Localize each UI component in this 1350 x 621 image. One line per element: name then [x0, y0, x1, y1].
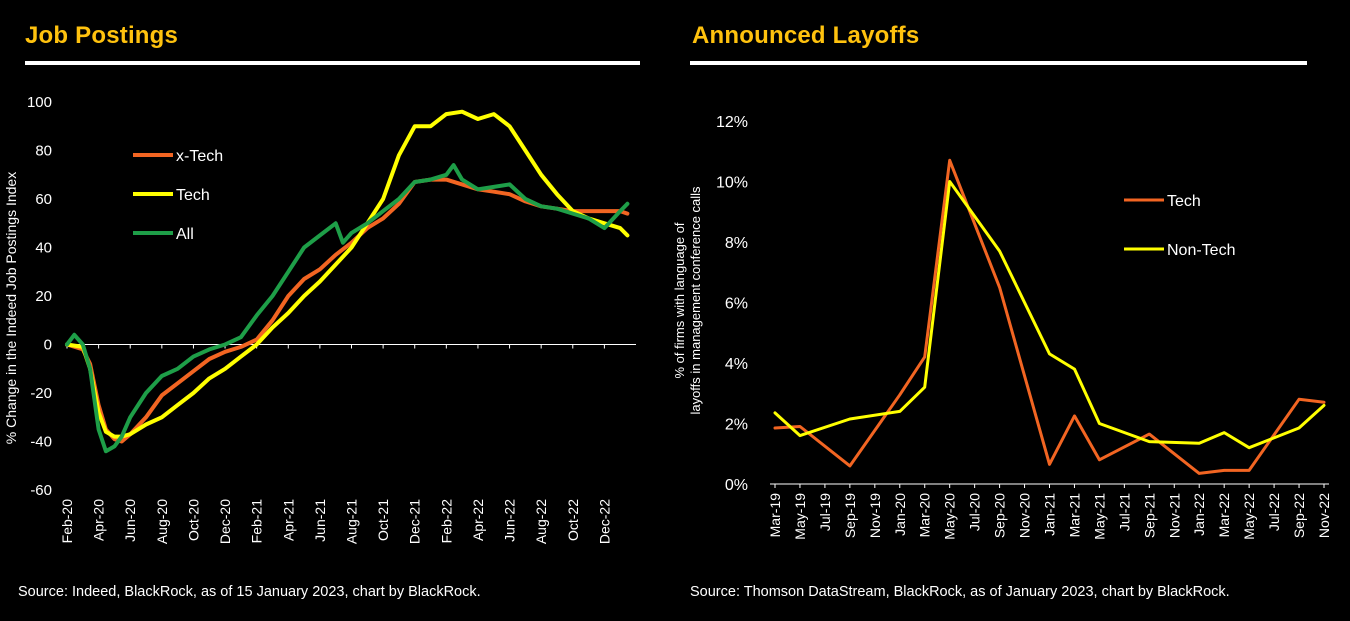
x-tick-label: Apr-20 — [91, 499, 107, 541]
x-tick-label: Sep-19 — [842, 493, 858, 538]
y-tick-label: -40 — [30, 434, 52, 451]
x-tick-label: May-22 — [1241, 493, 1257, 540]
x-tick-label: Apr-21 — [280, 499, 296, 541]
x-tick-label: Dec-21 — [407, 499, 423, 544]
series-line-non-tech — [773, 180, 1326, 450]
left-title-rule — [25, 61, 640, 65]
x-tick-label: Oct-22 — [565, 499, 581, 541]
y-tick-label: 10% — [716, 175, 748, 192]
y-tick-label: 20 — [35, 288, 52, 305]
y-axis-label-line-1: % of firms with language of — [672, 222, 687, 378]
x-tick-label: Feb-20 — [59, 499, 75, 544]
x-tick-label: Jul-19 — [817, 493, 833, 531]
x-tick-label: Jul-22 — [1266, 493, 1282, 531]
y-tick-label: 2% — [725, 417, 748, 434]
x-tick-label: May-21 — [1091, 493, 1107, 540]
right-source-note: Source: Thomson DataStream, BlackRock, a… — [690, 584, 1230, 600]
x-tick-label: Nov-22 — [1316, 493, 1332, 538]
y-tick-label: 8% — [725, 235, 748, 252]
job-postings-chart: -60 -40 -20 0 20 40 60 80 100 % Change in the Ind… — [3, 94, 636, 544]
y-tick-label: 4% — [725, 356, 748, 373]
y-tick-label: -60 — [30, 482, 52, 499]
y-tick-label: 0 — [44, 337, 52, 354]
x-tick-label: Jan-20 — [892, 493, 908, 536]
x-tick-label: Jul-20 — [967, 493, 983, 531]
x-tick-label: Sep-20 — [992, 493, 1008, 538]
y-tick-label: 80 — [35, 143, 52, 160]
x-tick-label: Dec-20 — [217, 499, 233, 544]
x-tick-label: Sep-22 — [1291, 493, 1307, 538]
announced-layoffs-chart: 0% 2% 4% 6% 8% 10% 12% % of firms with language… — [672, 114, 1332, 540]
y-axis-label-line-2: layoffs in management conference calls — [688, 186, 703, 415]
x-tick-label: Jun-21 — [312, 499, 328, 542]
left-source-note: Source: Indeed, BlackRock, as of 15 Janu… — [18, 584, 481, 600]
legend-label-non-tech: Non-Tech — [1167, 242, 1235, 259]
x-tick-label: May-19 — [792, 493, 808, 540]
y-tick-label: 40 — [35, 240, 52, 257]
y-axis-label: % Change in the Indeed Job Postings Inde… — [3, 172, 19, 444]
series-line-tech — [65, 109, 630, 439]
x-tick-label: Aug-22 — [533, 499, 549, 544]
y-tick-label: 12% — [716, 114, 748, 131]
x-tick-label: Dec-22 — [596, 499, 612, 544]
announced-layoffs-title: Announced Layoffs — [692, 22, 920, 49]
x-tick-label: Aug-21 — [344, 499, 360, 544]
x-tick-label: Oct-21 — [375, 499, 391, 541]
x-tick-label: May-20 — [942, 493, 958, 540]
x-tick-label: Jul-21 — [1116, 493, 1132, 531]
x-tick-label: Mar-20 — [917, 493, 933, 538]
y-tick-label: 6% — [725, 296, 748, 313]
y-tick-label: 0% — [725, 477, 748, 494]
x-tick-label: Sep-21 — [1141, 493, 1157, 538]
legend-label-all: All — [176, 226, 194, 243]
x-tick-label: Nov-20 — [1017, 493, 1033, 538]
x-tick-label: Feb-22 — [438, 499, 454, 544]
x-tick-label: Apr-22 — [470, 499, 486, 541]
x-tick-label: Aug-20 — [154, 499, 170, 544]
legend-label-x-tech: x-Tech — [176, 148, 223, 165]
series-line-all — [65, 163, 630, 454]
x-tick-label: Mar-21 — [1066, 493, 1082, 538]
x-tick-label: Mar-19 — [767, 493, 783, 538]
series-line-tech — [773, 158, 1326, 475]
x-tick-label: Jun-20 — [122, 499, 138, 542]
right-title-rule — [690, 61, 1307, 65]
x-tick-label: Oct-20 — [185, 499, 201, 541]
job-postings-title: Job Postings — [25, 22, 179, 49]
x-tick-label: Nov-21 — [1166, 493, 1182, 538]
x-tick-label: Nov-19 — [867, 493, 883, 538]
x-tick-label: Jun-22 — [502, 499, 518, 542]
legend-label-tech: Tech — [1167, 193, 1201, 210]
x-tick-label: Mar-22 — [1216, 493, 1232, 538]
x-tick-label: Feb-21 — [249, 499, 265, 544]
y-tick-label: 100 — [27, 94, 52, 111]
y-tick-label: 60 — [35, 191, 52, 208]
x-tick-label: Jan-21 — [1042, 493, 1058, 536]
y-tick-label: -20 — [30, 385, 52, 402]
x-tick-label: Jan-22 — [1191, 493, 1207, 536]
legend-label-tech: Tech — [176, 187, 210, 204]
